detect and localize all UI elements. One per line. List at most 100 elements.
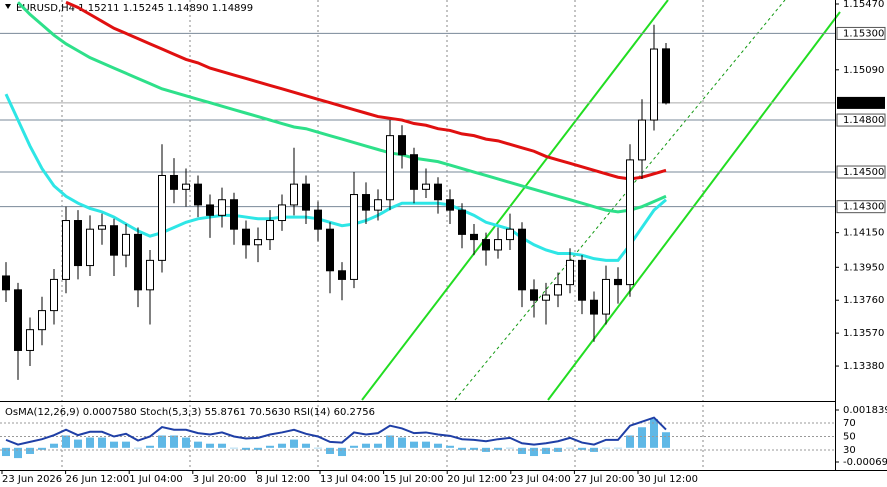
symbol-menu-arrow: [5, 4, 11, 9]
osma-bar: [302, 443, 310, 448]
osma-bar: [410, 441, 418, 448]
price-tick-label: 1.13380: [843, 361, 884, 372]
osma-bar: [662, 432, 670, 448]
osma-bar: [50, 443, 58, 448]
candle-body: [326, 228, 334, 272]
candle-body: [410, 154, 418, 190]
candle-body: [158, 174, 166, 261]
osma-bar: [38, 447, 46, 450]
level-box: [836, 26, 886, 40]
osma-bar: [506, 447, 514, 449]
osma-bar: [374, 443, 382, 448]
osma-bar: [62, 435, 70, 448]
osma-bar: [206, 443, 214, 448]
time-label: 26 Jun 12:00: [66, 474, 130, 485]
osma-bar: [398, 437, 406, 448]
candle-body: [446, 199, 454, 211]
osma-bar: [638, 427, 646, 448]
moving-average: [4, 93, 667, 262]
level-box: [836, 200, 886, 214]
osma-bar: [146, 445, 154, 448]
candle-body: [578, 259, 586, 301]
price-tick-label: 1.14150: [843, 228, 884, 239]
time-label: 8 Jul 12:00: [256, 474, 310, 485]
candle-body: [266, 220, 274, 241]
moving-average: [65, 0, 667, 181]
candle-body: [2, 275, 10, 291]
candle-body: [170, 174, 178, 190]
channel-lines: [361, 0, 841, 401]
level-label: 1.14800: [843, 115, 884, 126]
osma-bar: [110, 441, 118, 448]
rsi-tick-label: 50: [843, 432, 856, 443]
osma-tick-label: 0.0018394: [843, 405, 887, 416]
osma-bar: [170, 435, 178, 448]
indicator-header: OsMA(12,26,9) 0.0007580 Stoch(5,3,3) 55.…: [5, 407, 375, 418]
moving-average: [16, 1, 667, 214]
candle-body: [38, 310, 46, 331]
candle-body: [218, 199, 226, 216]
osma-bar: [458, 447, 466, 450]
price-tick-label: 1.13570: [843, 328, 884, 339]
candle-body: [542, 294, 550, 301]
level-box: [836, 165, 886, 179]
osma-bar: [314, 447, 322, 449]
candle-body: [14, 289, 22, 351]
price-tick-label: 1.15090: [843, 65, 884, 76]
time-label: 30 Jul 12:00: [638, 474, 698, 485]
osma-bar: [14, 447, 22, 459]
candle-body: [494, 239, 502, 251]
osma-bar: [518, 447, 526, 454]
time-label: 23 Jun 2026: [2, 474, 62, 485]
osma-bar: [218, 443, 226, 448]
candle-body: [134, 233, 142, 291]
candle-body: [254, 239, 262, 246]
osma-bar: [494, 447, 502, 450]
osma-bar: [386, 435, 394, 448]
candle-body: [230, 199, 238, 230]
osma-bar: [278, 443, 286, 448]
candle-body: [590, 299, 598, 315]
price-tick-label: 1.13950: [843, 262, 884, 273]
rsi-tick-label: 70: [843, 418, 856, 429]
candle-body: [350, 194, 358, 280]
candle-body: [458, 209, 466, 235]
osma-bar: [422, 441, 430, 448]
candle-body: [146, 259, 154, 291]
osma-bar: [566, 447, 574, 449]
osma-bar: [602, 447, 610, 449]
time-label: 23 Jul 04:00: [511, 474, 571, 485]
candle-body: [482, 239, 490, 251]
osma-bar: [446, 445, 454, 448]
candle-body: [434, 183, 442, 201]
osma-bar: [350, 445, 358, 448]
osma-bar: [230, 447, 238, 449]
osma-bar: [578, 447, 586, 450]
candle-body: [422, 183, 430, 190]
osma-bar: [338, 447, 346, 457]
rsi-line: [5, 416, 667, 446]
candle-body: [626, 159, 634, 286]
level-label: 1.14300: [843, 202, 884, 213]
candle-body: [470, 233, 478, 241]
candle-body: [554, 284, 562, 296]
osma-bar: [242, 447, 250, 450]
osma-bar: [470, 447, 478, 450]
candle-body: [518, 228, 526, 291]
osma-bar: [158, 435, 166, 448]
price-tick-label: 1.15470: [843, 0, 884, 10]
time-label: 20 Jul 12:00: [447, 474, 507, 485]
osma-bar: [122, 441, 130, 448]
chart-header: EURUSD,H4 1.15211 1.15245 1.14890 1.1489…: [16, 3, 253, 14]
candle-body: [386, 135, 394, 201]
candle-body: [242, 228, 250, 246]
candle-body: [362, 194, 370, 211]
time-label: 15 Jul 20:00: [384, 474, 444, 485]
osma-bar: [182, 437, 190, 448]
candle-body: [278, 204, 286, 222]
osma-bar: [26, 447, 34, 454]
candle-body: [602, 278, 610, 315]
time-label: 13 Jul 04:00: [320, 474, 380, 485]
candle-body: [614, 278, 622, 286]
osma-bar: [290, 439, 298, 448]
